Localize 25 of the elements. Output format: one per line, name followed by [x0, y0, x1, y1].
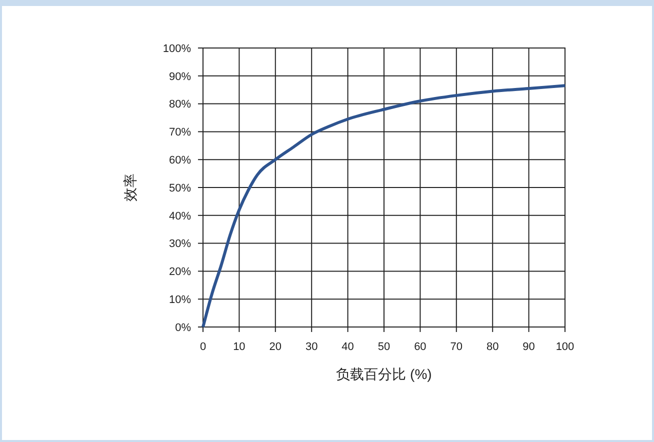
x-tick-label: 70 [450, 341, 463, 353]
y-tick-label: 60% [168, 154, 192, 166]
y-tick-label: 40% [168, 210, 192, 222]
x-tick-label: 50 [378, 341, 390, 353]
x-tick-label: 100 [556, 341, 574, 353]
x-tick-label: 60 [414, 341, 426, 353]
x-tick-label: 10 [233, 341, 246, 353]
y-tick-label: 70% [168, 126, 192, 139]
x-tick-label: 90 [522, 341, 535, 353]
y-tick-label: 100% [162, 42, 192, 55]
x-tick-label: 40 [342, 341, 354, 353]
x-tick-label: 0 [200, 341, 206, 353]
y-tick-label: 80% [168, 98, 192, 111]
y-tick-label: 90% [168, 70, 192, 83]
y-tick-label: 0% [175, 322, 192, 334]
x-tick-label: 30 [305, 341, 318, 353]
y-tick-label: 50% [168, 182, 192, 194]
x-tick-label: 80 [486, 341, 499, 353]
y-axis-title: 效率 [122, 174, 138, 202]
y-tick-label: 20% [168, 266, 192, 278]
x-axis-title: 负载百分比 (%) [336, 366, 432, 382]
y-tick-label: 30% [168, 238, 192, 250]
line-series [202, 84, 566, 328]
x-tick-label: 20 [269, 341, 282, 353]
y-tick-label: 10% [168, 294, 192, 306]
